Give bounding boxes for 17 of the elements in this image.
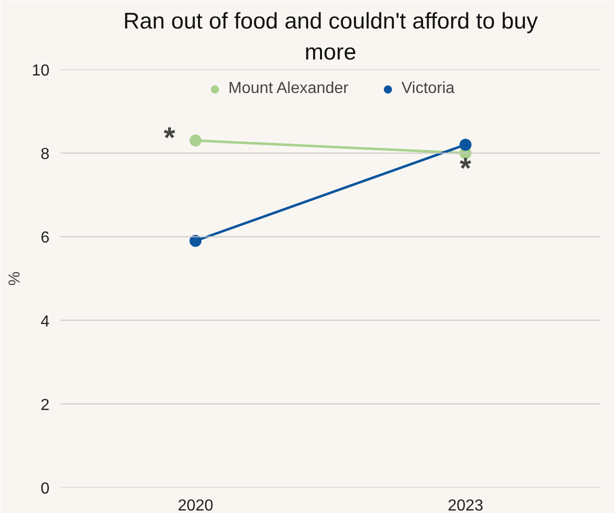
y-tick-label: 10 [32,62,50,80]
y-tick-label: 2 [40,396,50,414]
x-tick-label: 2020 [178,498,214,513]
legend-label: Mount Alexander [228,80,349,98]
legend-label: Victoria [402,80,455,98]
y-tick-label: 4 [40,313,50,330]
y-tick-label: 6 [40,230,50,247]
point [190,134,202,147]
y-axis-title: % [6,271,24,286]
point [190,234,202,247]
y-tick-label: 0 [40,480,50,498]
annotation: * [460,152,472,186]
annotation: * [164,122,176,155]
point [460,138,472,151]
chart-title: Ran out of food and couldn't afford to buy more [123,7,538,64]
y-tick-label: 8 [40,146,50,164]
x-tick-label: 2023 [448,498,484,513]
